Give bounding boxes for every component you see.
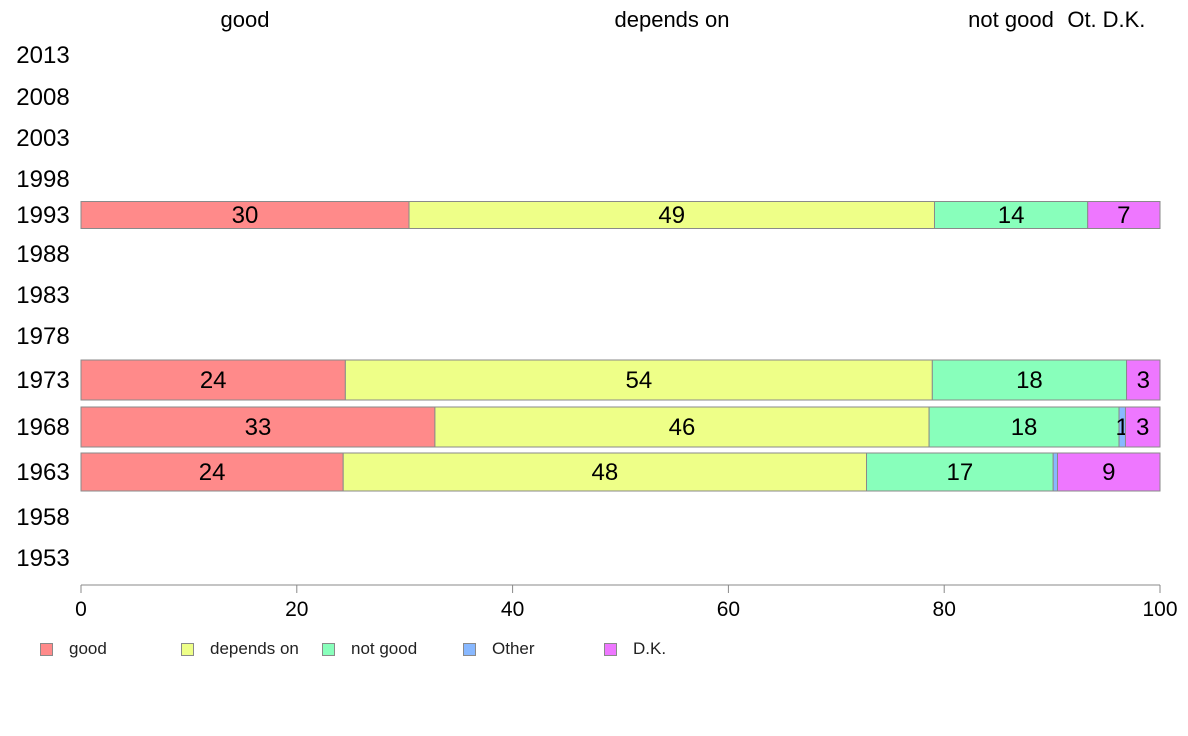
data-label-1968-1: 46 <box>669 414 696 441</box>
data-label-1963-0: 24 <box>199 459 226 486</box>
column-header-2: not good <box>968 7 1054 32</box>
column-header-3: Ot. <box>1067 7 1096 32</box>
legend-item-d-k-: D.K. <box>604 638 666 660</box>
x-tick-label-5: 100 <box>1142 598 1177 621</box>
column-header-4: D.K. <box>1103 7 1146 32</box>
bar-segment-1968-good <box>80 406 436 448</box>
data-label-1963-2: 17 <box>946 459 973 486</box>
year-label-2008: 2008 <box>16 84 69 111</box>
column-header-1: depends on <box>615 7 730 32</box>
year-label-1978: 1978 <box>16 323 69 350</box>
year-label-1988: 1988 <box>16 241 69 268</box>
legend-item-other: Other <box>463 638 535 660</box>
bar-segment-1963-not-good <box>866 452 1054 492</box>
data-label-1993-0: 30 <box>232 202 259 229</box>
bar-segment-1963-depends-on <box>342 452 868 492</box>
bar-segment-1973-not-good <box>931 359 1128 401</box>
x-tick-label-0: 0 <box>75 598 87 621</box>
bar-segment-1973-d-k- <box>1126 359 1161 401</box>
year-label-2013: 2013 <box>16 42 69 69</box>
year-label-1983: 1983 <box>16 282 69 309</box>
legend-label: depends on <box>210 639 299 658</box>
legend-label: good <box>69 639 107 658</box>
data-label-1993-1: 49 <box>658 202 685 229</box>
legend-swatch <box>40 642 53 656</box>
year-label-2003: 2003 <box>16 125 69 152</box>
year-label-1963: 1963 <box>16 459 69 486</box>
legend-item-good: good <box>40 638 107 660</box>
column-header-0: good <box>221 7 270 32</box>
data-label-1968-0: 33 <box>245 414 272 441</box>
year-label-1973: 1973 <box>16 367 69 394</box>
legend-swatch <box>604 642 617 656</box>
year-label-1968: 1968 <box>16 414 69 441</box>
data-label-1973-4: 3 <box>1137 367 1150 394</box>
bar-segment-1968-d-k- <box>1124 406 1161 448</box>
x-tick-label-4: 80 <box>933 598 956 621</box>
year-label-1958: 1958 <box>16 504 69 531</box>
data-label-1973-2: 18 <box>1016 367 1043 394</box>
bar-segment-1993-d-k- <box>1087 201 1161 229</box>
legend-label: not good <box>351 639 418 658</box>
x-tick-label-2: 40 <box>501 598 524 621</box>
legend-swatch <box>322 642 335 656</box>
data-label-1963-1: 48 <box>592 459 619 486</box>
data-label-1993-2: 14 <box>998 202 1025 229</box>
bar-segment-1993-good <box>80 201 410 229</box>
data-label-1973-1: 54 <box>625 367 652 394</box>
bar-segment-1963-d-k- <box>1056 452 1161 492</box>
data-label-1993-4: 7 <box>1117 202 1130 229</box>
data-label-1968-2: 18 <box>1011 414 1038 441</box>
bar-segment-1968-depends-on <box>434 406 930 448</box>
year-label-1998: 1998 <box>16 166 69 193</box>
legend-item-not-good: not good <box>322 638 417 660</box>
legend-label: Other <box>492 639 535 658</box>
year-label-1953: 1953 <box>16 545 69 572</box>
data-label-1963-4: 9 <box>1102 459 1115 486</box>
bar-segment-1993-depends-on <box>408 201 935 229</box>
year-label-1993: 1993 <box>16 202 69 229</box>
data-label-1968-4: 3 <box>1136 414 1149 441</box>
x-tick-label-3: 60 <box>717 598 740 621</box>
data-label-1973-0: 24 <box>200 367 227 394</box>
legend-item-depends-on: depends on <box>181 638 299 660</box>
legend-swatch <box>463 642 476 656</box>
bar-segment-1963-other <box>1052 452 1058 492</box>
bar-segment-1973-depends-on <box>344 359 933 401</box>
legend-label: D.K. <box>633 639 667 658</box>
chart-legend: good depends on not good Other D.K. <box>40 638 740 662</box>
x-tick-label-1: 20 <box>285 598 308 621</box>
bar-segment-1963-good <box>80 452 344 492</box>
legend-swatch <box>181 642 194 656</box>
bar-segment-1993-not-good <box>933 201 1089 229</box>
bar-segment-1973-good <box>80 359 346 401</box>
